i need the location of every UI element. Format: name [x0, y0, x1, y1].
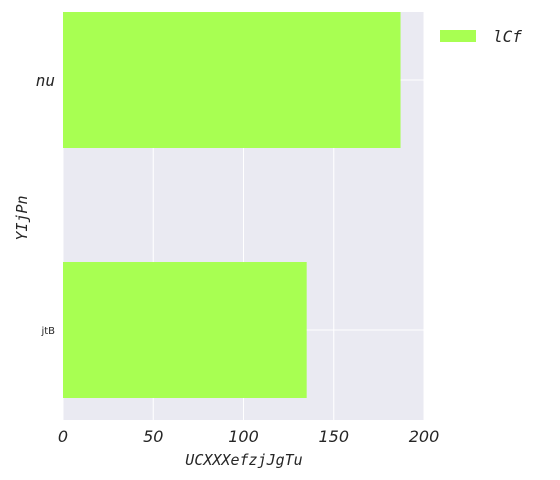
- legend-swatch: [440, 30, 476, 42]
- x-tick-label: 100: [228, 427, 259, 446]
- bar-nu: [63, 12, 401, 148]
- x-tick-labels: 0 50 100 150 200: [58, 427, 439, 446]
- y-axis-label: YIjPn: [13, 195, 31, 240]
- y-tick-label: nu: [36, 71, 55, 90]
- y-tick-label: jtB: [40, 326, 55, 337]
- bars: [63, 12, 401, 398]
- x-axis-label: UCXXXefzjJgTu: [185, 451, 302, 469]
- bar-jtB: [63, 262, 307, 398]
- x-tick-label: 200: [409, 427, 440, 446]
- x-tick-label: 0: [58, 427, 68, 446]
- legend-label: lCf: [493, 27, 522, 46]
- x-tick-label: 50: [143, 427, 163, 446]
- legend: lCf: [440, 27, 522, 46]
- x-tick-label: 150: [318, 427, 349, 446]
- y-tick-labels: nu jtB: [36, 71, 55, 337]
